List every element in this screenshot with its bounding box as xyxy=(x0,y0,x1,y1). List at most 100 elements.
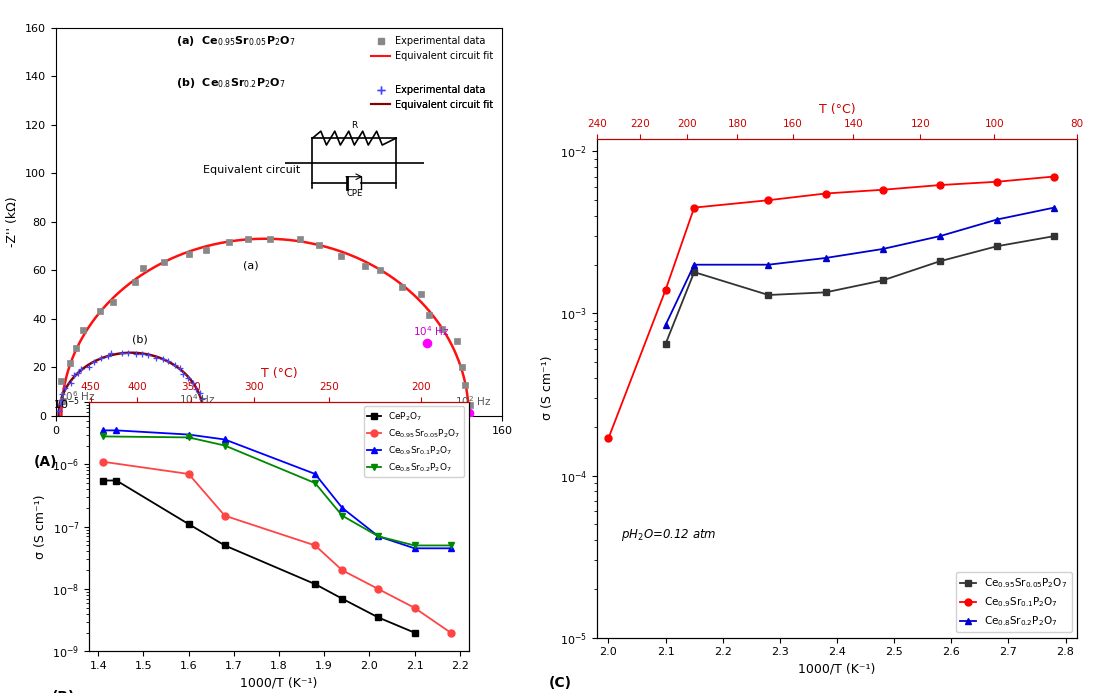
Line: Ce$_{0.9}$Sr$_{0.1}$P$_2$O$_7$: Ce$_{0.9}$Sr$_{0.1}$P$_2$O$_7$ xyxy=(605,173,1058,441)
X-axis label: 1000/T (K⁻¹): 1000/T (K⁻¹) xyxy=(240,676,318,690)
Point xyxy=(127,348,145,359)
Ce$_{0.8}$Sr$_{0.2}$P$_2$O$_7$ xyxy=(762,261,776,269)
Ce$_{0.95}$Sr$_{0.05}$P$_2$O$_7$ xyxy=(218,511,231,520)
Point xyxy=(57,382,75,393)
Ce$_{0.8}$Sr$_{0.2}$P$_2$O$_7$ xyxy=(96,432,109,441)
Point xyxy=(417,337,435,349)
Point xyxy=(461,400,479,411)
Point xyxy=(180,249,198,260)
Point xyxy=(118,347,136,358)
Ce$_{0.9}$Sr$_{0.1}$P$_2$O$_7$ xyxy=(407,544,421,552)
Text: R: R xyxy=(352,121,357,130)
Point xyxy=(174,369,192,380)
Line: CeP$_2$O$_7$: CeP$_2$O$_7$ xyxy=(99,477,419,636)
Point xyxy=(456,379,474,390)
Ce$_{0.9}$Sr$_{0.1}$P$_2$O$_7$ xyxy=(182,430,195,439)
Text: (b)  Ce$_{0.8}$Sr$_{0.2}$P$_2$O$_7$: (b) Ce$_{0.8}$Sr$_{0.2}$P$_2$O$_7$ xyxy=(176,76,286,90)
Point xyxy=(191,387,209,398)
Ce$_{0.95}$Sr$_{0.05}$P$_2$O$_7$ xyxy=(407,604,421,612)
Point xyxy=(85,356,103,367)
Ce$_{0.95}$Sr$_{0.05}$P$_2$O$_7$ xyxy=(933,257,946,265)
Point xyxy=(146,352,164,363)
Point xyxy=(221,236,239,247)
Line: Ce$_{0.95}$Sr$_{0.05}$P$_2$O$_7$: Ce$_{0.95}$Sr$_{0.05}$P$_2$O$_7$ xyxy=(662,233,1058,347)
Text: (C): (C) xyxy=(549,676,573,690)
Point xyxy=(412,289,430,300)
Ce$_{0.95}$Sr$_{0.05}$P$_2$O$_7$ xyxy=(308,541,321,550)
X-axis label: T (°C): T (°C) xyxy=(819,103,855,116)
Legend: Ce$_{0.95}$Sr$_{0.05}$P$_2$O$_7$, Ce$_{0.9}$Sr$_{0.1}$P$_2$O$_7$, Ce$_{0.8}$Sr$_: Ce$_{0.95}$Sr$_{0.05}$P$_2$O$_7$, Ce$_{0… xyxy=(956,572,1071,632)
Ce$_{0.95}$Sr$_{0.05}$P$_2$O$_7$ xyxy=(336,566,349,574)
Point xyxy=(71,363,89,374)
Point xyxy=(67,343,85,354)
Ce$_{0.95}$Sr$_{0.05}$P$_2$O$_7$ xyxy=(1048,232,1061,240)
Point xyxy=(460,407,478,419)
Text: (A): (A) xyxy=(33,455,57,469)
Ce$_{0.95}$Sr$_{0.05}$P$_2$O$_7$ xyxy=(658,340,672,348)
Line: Ce$_{0.9}$Sr$_{0.1}$P$_2$O$_7$: Ce$_{0.9}$Sr$_{0.1}$P$_2$O$_7$ xyxy=(99,427,454,552)
Point xyxy=(65,369,83,380)
CeP$_2$O$_7$ xyxy=(336,595,349,603)
Ce$_{0.8}$Sr$_{0.2}$P$_2$O$_7$ xyxy=(990,216,1003,224)
Point xyxy=(154,353,172,365)
Point xyxy=(114,347,132,358)
Text: 10$^4$ Hz: 10$^4$ Hz xyxy=(413,324,450,337)
CeP$_2$O$_7$ xyxy=(182,520,195,528)
Point xyxy=(69,367,87,378)
Ce$_{0.8}$Sr$_{0.2}$P$_2$O$_7$ xyxy=(933,232,946,240)
Ce$_{0.9}$Sr$_{0.1}$P$_2$O$_7$ xyxy=(658,286,672,294)
Y-axis label: σ (S cm⁻¹): σ (S cm⁻¹) xyxy=(33,494,47,559)
Point xyxy=(239,234,257,245)
Ce$_{0.8}$Sr$_{0.2}$P$_2$O$_7$ xyxy=(658,321,672,329)
Line: Ce$_{0.8}$Sr$_{0.2}$P$_2$O$_7$: Ce$_{0.8}$Sr$_{0.2}$P$_2$O$_7$ xyxy=(99,433,454,549)
Point xyxy=(74,324,92,335)
Ce$_{0.8}$Sr$_{0.2}$P$_2$O$_7$ xyxy=(336,511,349,520)
Text: 10$^4$ Hz: 10$^4$ Hz xyxy=(179,392,215,405)
Point xyxy=(453,361,471,372)
Point xyxy=(51,398,69,410)
Ce$_{0.9}$Sr$_{0.1}$P$_2$O$_7$ xyxy=(308,470,321,478)
Line: Ce$_{0.8}$Sr$_{0.2}$P$_2$O$_7$: Ce$_{0.8}$Sr$_{0.2}$P$_2$O$_7$ xyxy=(662,204,1058,328)
Ce$_{0.95}$Sr$_{0.05}$P$_2$O$_7$ xyxy=(182,470,195,478)
Ce$_{0.8}$Sr$_{0.2}$P$_2$O$_7$ xyxy=(687,261,701,269)
Ce$_{0.9}$Sr$_{0.1}$P$_2$O$_7$ xyxy=(218,435,231,444)
Ce$_{0.95}$Sr$_{0.05}$P$_2$O$_7$ xyxy=(687,268,701,277)
Text: (B): (B) xyxy=(51,690,75,693)
Point xyxy=(179,372,196,383)
Ce$_{0.9}$Sr$_{0.1}$P$_2$O$_7$ xyxy=(990,177,1003,186)
Ce$_{0.8}$Sr$_{0.2}$P$_2$O$_7$ xyxy=(876,245,889,253)
Point xyxy=(193,394,211,405)
Ce$_{0.9}$Sr$_{0.1}$P$_2$O$_7$ xyxy=(109,426,123,435)
Point xyxy=(433,323,451,334)
Point xyxy=(171,363,189,374)
CeP$_2$O$_7$ xyxy=(407,629,421,637)
Point xyxy=(193,399,211,410)
Point xyxy=(291,234,309,245)
Point xyxy=(184,378,202,389)
Text: 10$^6$ Hz: 10$^6$ Hz xyxy=(59,389,95,403)
Point xyxy=(393,281,411,292)
Text: (b): (b) xyxy=(132,334,147,344)
Ce$_{0.8}$Sr$_{0.2}$P$_2$O$_7$ xyxy=(308,479,321,487)
Ce$_{0.9}$Sr$_{0.1}$P$_2$O$_7$ xyxy=(96,426,109,435)
Point xyxy=(196,245,214,256)
Point xyxy=(105,297,123,308)
CeP$_2$O$_7$ xyxy=(96,476,109,484)
Text: 10$^2$ Hz: 10$^2$ Hz xyxy=(455,394,491,408)
Point xyxy=(158,356,176,367)
Ce$_{0.9}$Sr$_{0.1}$P$_2$O$_7$ xyxy=(602,434,615,442)
Point xyxy=(331,250,349,261)
CeP$_2$O$_7$ xyxy=(308,580,321,588)
Point xyxy=(421,310,439,321)
Ce$_{0.8}$Sr$_{0.2}$P$_2$O$_7$ xyxy=(407,541,421,550)
Point xyxy=(92,306,109,317)
X-axis label: 1000/T (K⁻¹): 1000/T (K⁻¹) xyxy=(798,663,876,676)
Point xyxy=(356,261,374,272)
Point xyxy=(155,256,173,267)
Text: (a)  Ce$_{0.95}$Sr$_{0.05}$P$_2$O$_7$: (a) Ce$_{0.95}$Sr$_{0.05}$P$_2$O$_7$ xyxy=(176,33,296,48)
Point xyxy=(138,349,156,360)
Ce$_{0.95}$Sr$_{0.05}$P$_2$O$_7$ xyxy=(96,457,109,466)
Point xyxy=(61,358,79,369)
Text: Equivalent circuit: Equivalent circuit xyxy=(203,165,300,175)
Ce$_{0.95}$Sr$_{0.05}$P$_2$O$_7$ xyxy=(876,277,889,285)
